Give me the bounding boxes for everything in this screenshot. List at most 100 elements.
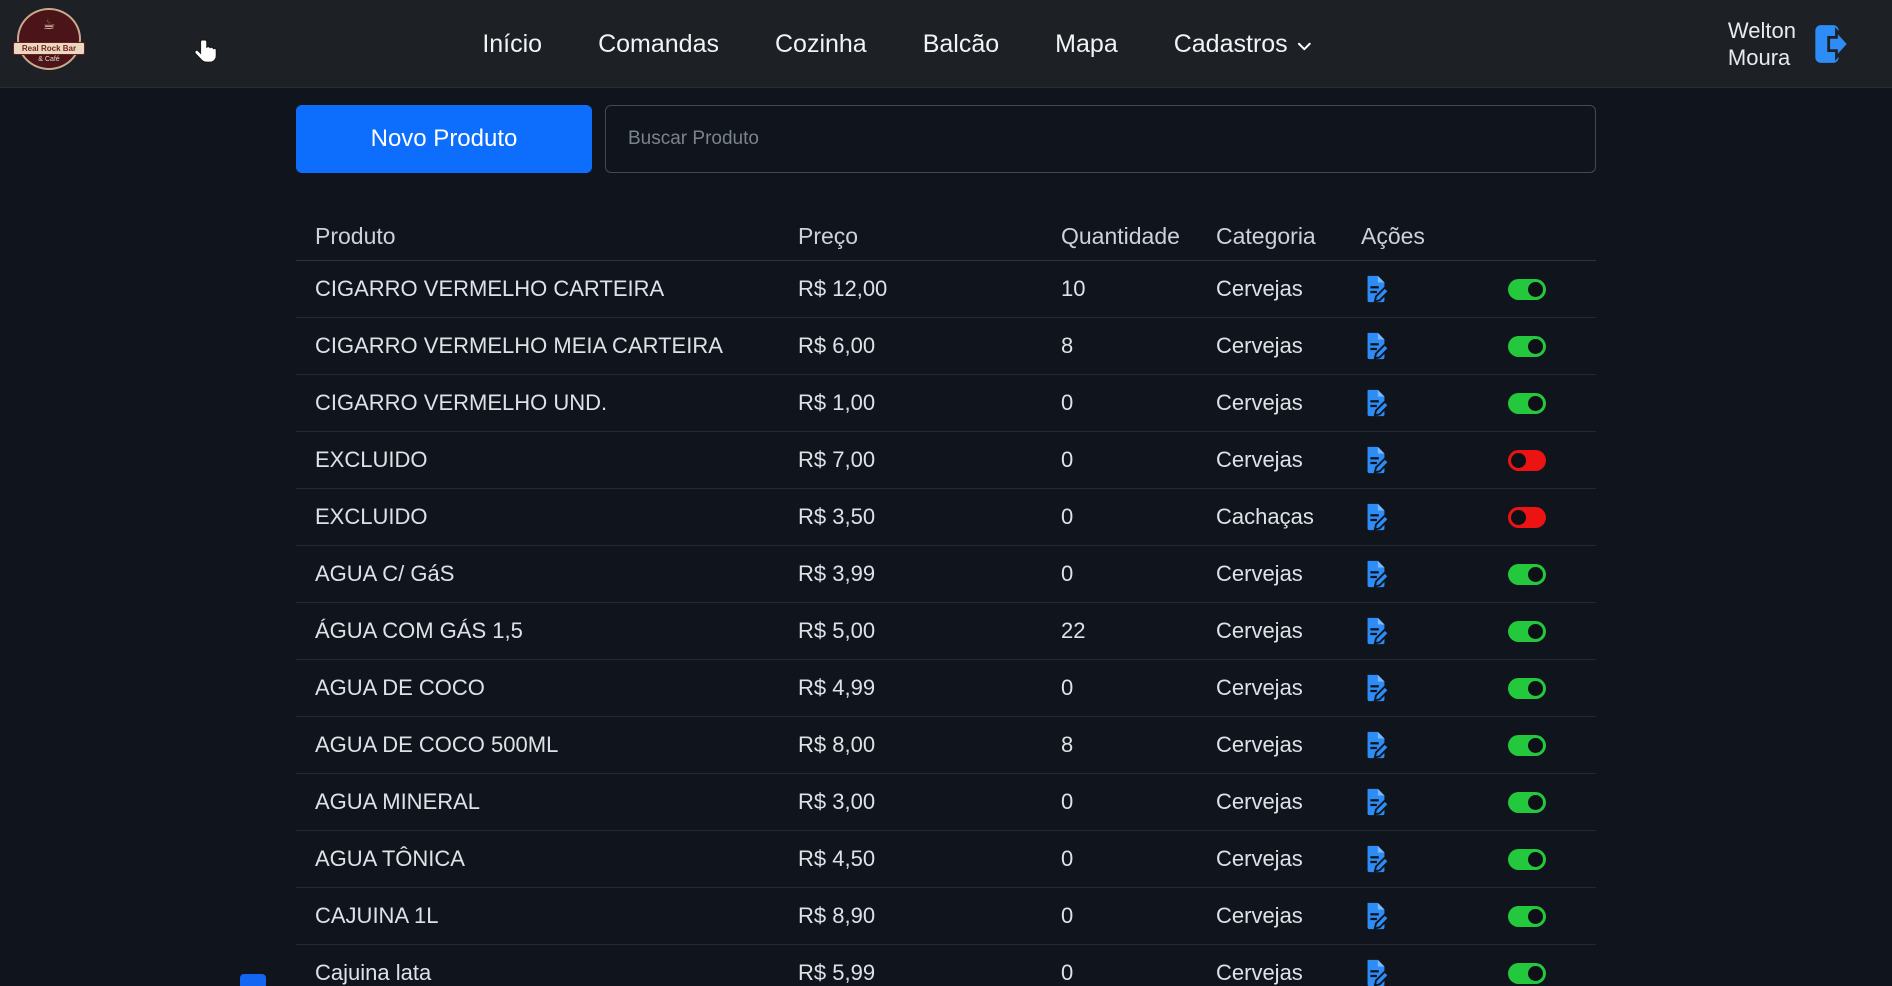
product-quantity: 0	[1061, 390, 1074, 415]
table-row: CIGARRO VERMELHO UND. R$ 1,00 0 Cervejas	[296, 375, 1596, 432]
user-first-name: Welton	[1727, 18, 1796, 43]
product-active-toggle[interactable]	[1508, 620, 1546, 642]
product-quantity: 0	[1061, 561, 1074, 586]
toggle-knob	[1528, 851, 1543, 867]
product-name: CIGARRO VERMELHO CARTEIRA	[315, 276, 665, 301]
search-input[interactable]	[605, 105, 1596, 173]
edit-product-icon[interactable]	[1361, 445, 1391, 475]
product-category: Cervejas	[1216, 789, 1303, 814]
edit-product-icon[interactable]	[1361, 331, 1391, 361]
product-actions	[1361, 559, 1596, 589]
product-price: R$ 4,99	[798, 675, 876, 700]
product-quantity: 0	[1061, 504, 1074, 529]
toggle-knob	[1528, 908, 1543, 924]
top-navbar: ☕ Real Rock Bar & Café Início Comandas C…	[0, 0, 1892, 88]
nav-item-balcao[interactable]: Balcão	[922, 29, 1000, 58]
edit-product-icon[interactable]	[1361, 616, 1391, 646]
product-price: R$ 5,00	[798, 618, 876, 643]
edit-product-icon[interactable]	[1361, 844, 1391, 874]
cutoff-blue-element	[240, 974, 266, 986]
edit-product-icon[interactable]	[1361, 787, 1391, 817]
product-name: AGUA TÔNICA	[315, 846, 465, 871]
table-row: AGUA DE COCO 500ML R$ 8,00 8 Cervejas	[296, 717, 1596, 774]
product-active-toggle[interactable]	[1508, 392, 1546, 414]
product-actions	[1361, 331, 1596, 361]
product-actions	[1361, 787, 1596, 817]
product-quantity: 0	[1061, 789, 1074, 814]
brand-logo-badge: ☕ Real Rock Bar & Café	[13, 8, 85, 70]
product-active-toggle[interactable]	[1508, 563, 1546, 585]
product-category: Cervejas	[1216, 561, 1303, 586]
nav-dropdown-cadastros-label: Cadastros	[1173, 29, 1288, 58]
nav-dropdown-cadastros[interactable]: Cadastros	[1174, 30, 1314, 59]
table-row: AGUA MINERAL R$ 3,00 0 Cervejas	[296, 774, 1596, 831]
table-row: EXCLUIDO R$ 3,50 0 Cachaças	[296, 489, 1596, 546]
product-active-toggle[interactable]	[1508, 962, 1546, 984]
product-active-toggle[interactable]	[1508, 677, 1546, 699]
edit-product-icon[interactable]	[1361, 730, 1391, 760]
chevron-down-icon	[1296, 37, 1314, 55]
toggle-knob	[1511, 452, 1526, 468]
nav-item-cozinha[interactable]: Cozinha	[774, 29, 867, 58]
product-actions	[1361, 274, 1596, 304]
product-category: Cervejas	[1216, 846, 1303, 871]
product-category: Cervejas	[1216, 276, 1303, 301]
product-name: Cajuina lata	[315, 960, 432, 985]
product-price: R$ 12,00	[798, 276, 888, 301]
edit-product-icon[interactable]	[1361, 958, 1391, 986]
header-quantidade: Quantidade	[1061, 223, 1180, 249]
product-price: R$ 8,90	[798, 903, 876, 928]
edit-product-icon[interactable]	[1361, 901, 1391, 931]
table-row: CIGARRO VERMELHO CARTEIRA R$ 12,00 10 Ce…	[296, 261, 1596, 318]
product-active-toggle[interactable]	[1508, 848, 1546, 870]
product-category: Cervejas	[1216, 618, 1303, 643]
brand-subtitle: & Café	[38, 56, 60, 63]
header-categoria: Categoria	[1216, 223, 1316, 249]
edit-product-icon[interactable]	[1361, 274, 1391, 304]
brand-logo[interactable]: ☕ Real Rock Bar & Café	[13, 6, 85, 72]
toggle-knob	[1511, 509, 1526, 525]
toggle-knob	[1528, 395, 1543, 411]
nav-item-inicio[interactable]: Início	[482, 29, 543, 58]
table-row: AGUA TÔNICA R$ 4,50 0 Cervejas	[296, 831, 1596, 888]
table-row: AGUA C/ GáS R$ 3,99 0 Cervejas	[296, 546, 1596, 603]
edit-product-icon[interactable]	[1361, 388, 1391, 418]
nav-item-comandas[interactable]: Comandas	[598, 29, 719, 58]
edit-product-icon[interactable]	[1361, 673, 1391, 703]
logout-icon[interactable]	[1812, 21, 1852, 67]
product-quantity: 0	[1061, 903, 1074, 928]
product-price: R$ 1,00	[798, 390, 876, 415]
product-active-toggle[interactable]	[1508, 506, 1546, 528]
toolbar: Novo Produto	[194, 39, 1596, 173]
toggle-knob	[1528, 965, 1543, 981]
table-row: AGUA DE COCO R$ 4,99 0 Cervejas	[296, 660, 1596, 717]
product-category: Cervejas	[1216, 675, 1303, 700]
nav-item-mapa[interactable]: Mapa	[1055, 29, 1118, 58]
table-row: EXCLUIDO R$ 7,00 0 Cervejas	[296, 432, 1596, 489]
product-active-toggle[interactable]	[1508, 278, 1546, 300]
user-name: Welton Moura	[1728, 17, 1796, 71]
product-quantity: 8	[1061, 333, 1074, 358]
product-actions	[1361, 730, 1596, 760]
toggle-knob	[1528, 338, 1543, 354]
product-active-toggle[interactable]	[1508, 449, 1546, 471]
product-quantity: 22	[1061, 618, 1086, 643]
product-quantity: 0	[1061, 447, 1074, 472]
product-price: R$ 8,00	[798, 732, 876, 757]
product-active-toggle[interactable]	[1508, 791, 1546, 813]
edit-product-icon[interactable]	[1361, 559, 1391, 589]
product-quantity: 8	[1061, 732, 1074, 757]
product-active-toggle[interactable]	[1508, 905, 1546, 927]
product-category: Cervejas	[1216, 390, 1303, 415]
products-page: Novo Produto Produto Preço Quantidade Ca…	[194, 39, 1596, 986]
product-active-toggle[interactable]	[1508, 734, 1546, 756]
product-name: EXCLUIDO	[315, 504, 428, 529]
table-header-row: Produto Preço Quantidade Categoria Ações	[296, 213, 1596, 261]
product-actions	[1361, 445, 1596, 475]
edit-product-icon[interactable]	[1361, 502, 1391, 532]
product-active-toggle[interactable]	[1508, 335, 1546, 357]
user-area: Welton Moura	[1728, 0, 1852, 88]
new-product-button[interactable]: Novo Produto	[296, 105, 592, 173]
coffee-cup-icon: ☕	[42, 16, 56, 32]
product-actions	[1361, 616, 1596, 646]
